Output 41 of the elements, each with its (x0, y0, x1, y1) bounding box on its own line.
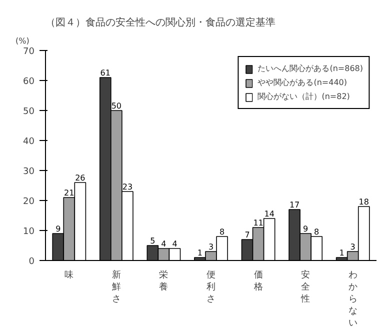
y-tick-label: 60 (23, 77, 35, 87)
x-tick-label: 栄養 (159, 270, 168, 292)
data-label: 9 (303, 224, 308, 234)
data-label: 1 (339, 248, 344, 258)
y-tick-label: 0 (28, 257, 35, 267)
data-label: 26 (75, 174, 86, 182)
x-tick-label: わからない (348, 270, 358, 328)
y-tick-label: 10 (23, 227, 35, 237)
data-label: 17 (289, 200, 300, 210)
data-label: 4 (172, 240, 178, 248)
data-label: 7 (244, 230, 250, 240)
y-tick-label: 20 (23, 197, 35, 207)
data-label: 8 (219, 228, 225, 236)
y-tick-label: 50 (23, 107, 35, 117)
y-tick-label: 70 (23, 47, 35, 57)
x-tick-label: 味 (64, 270, 74, 280)
data-label: 8 (314, 228, 320, 236)
x-tick-label: 価格 (252, 270, 263, 292)
data-label: 5 (150, 236, 156, 246)
data-label: 1 (197, 248, 203, 258)
data-label: 3 (350, 242, 356, 252)
y-tick-label: 30 (23, 167, 35, 177)
data-label: 4 (161, 240, 166, 248)
legend-label: やや関心がある(n=440) (258, 77, 347, 88)
y-axis-title: (%) (16, 36, 30, 46)
data-label: 14 (264, 210, 274, 218)
data-label: 9 (56, 224, 61, 234)
x-tick-label: 便利さ (206, 270, 216, 304)
x-tick-label: 安全性 (300, 270, 310, 304)
data-label: 18 (358, 198, 369, 206)
data-label: 61 (100, 68, 110, 78)
y-tick-label: 40 (23, 137, 35, 147)
x-tick-label: 新鮮さ (112, 270, 121, 304)
data-label: 11 (253, 218, 264, 228)
chart-title: （図４）食品の安全性への関心別・食品の選定基準 (46, 16, 276, 28)
data-label: 3 (208, 242, 214, 252)
legend-label: 関心がない（計）(n=82) (258, 91, 350, 102)
data-label: 23 (122, 182, 133, 192)
data-label: 21 (64, 188, 74, 198)
data-label: 50 (111, 102, 122, 110)
legend-label: たいへん関心がある(n=868) (258, 63, 363, 74)
